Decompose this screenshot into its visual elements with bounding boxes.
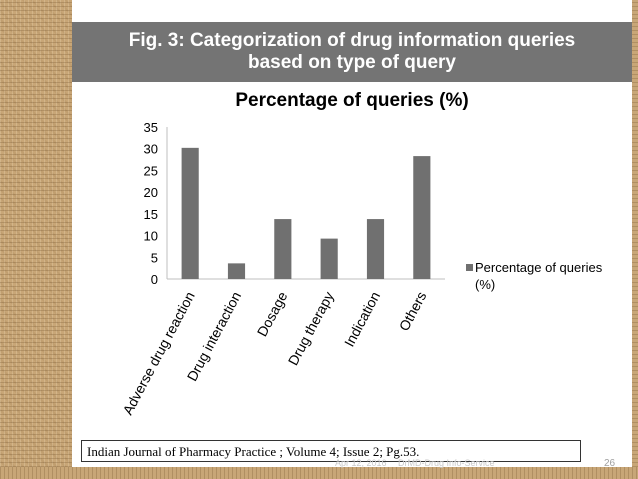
- y-tick-label: 10: [144, 229, 158, 244]
- x-tick-label: Indication: [341, 289, 383, 349]
- figure-header-line-1: Fig. 3: Categorization of drug informati…: [128, 30, 576, 51]
- footer-date: Apr 12, 2016: [335, 458, 387, 468]
- y-tick-label: 5: [151, 250, 158, 265]
- slide-area: [72, 82, 632, 467]
- bar: [181, 147, 199, 279]
- y-tick-label: 0: [151, 272, 158, 287]
- legend-label-line-2: (%): [475, 277, 495, 292]
- x-tick-label: Dosage: [254, 289, 291, 339]
- x-tick-label: Others: [396, 289, 430, 334]
- burlap-texture-bottom: [0, 467, 638, 479]
- y-tick-label: 15: [144, 207, 158, 222]
- bar: [413, 156, 431, 279]
- page-number: 26: [604, 458, 616, 469]
- figure-header-bar: [72, 22, 632, 82]
- bar: [366, 219, 385, 279]
- bar: [320, 238, 338, 279]
- citation-box: Indian Journal of Pharmacy Practice ; Vo…: [81, 440, 581, 462]
- bar: [227, 263, 246, 279]
- footer-site: DrMD-Drug Info-Service: [398, 458, 495, 468]
- legend-label-line-1: Percentage of queries: [475, 260, 603, 275]
- bar: [274, 219, 292, 279]
- burlap-texture-right: [632, 0, 638, 479]
- y-tick-label: 35: [144, 120, 158, 135]
- burlap-texture-left: [0, 0, 72, 479]
- legend-swatch: [466, 264, 473, 271]
- x-tick-label: Adverse drug reaction: [119, 289, 197, 417]
- x-tick-label: Drug therapy: [285, 289, 337, 368]
- chart-title: Percentage of queries (%): [235, 90, 468, 111]
- y-tick-label: 25: [144, 163, 158, 178]
- figure-header-line-2: based on type of query: [248, 52, 456, 73]
- y-tick-label: 20: [144, 185, 158, 200]
- y-tick-label: 30: [144, 142, 158, 157]
